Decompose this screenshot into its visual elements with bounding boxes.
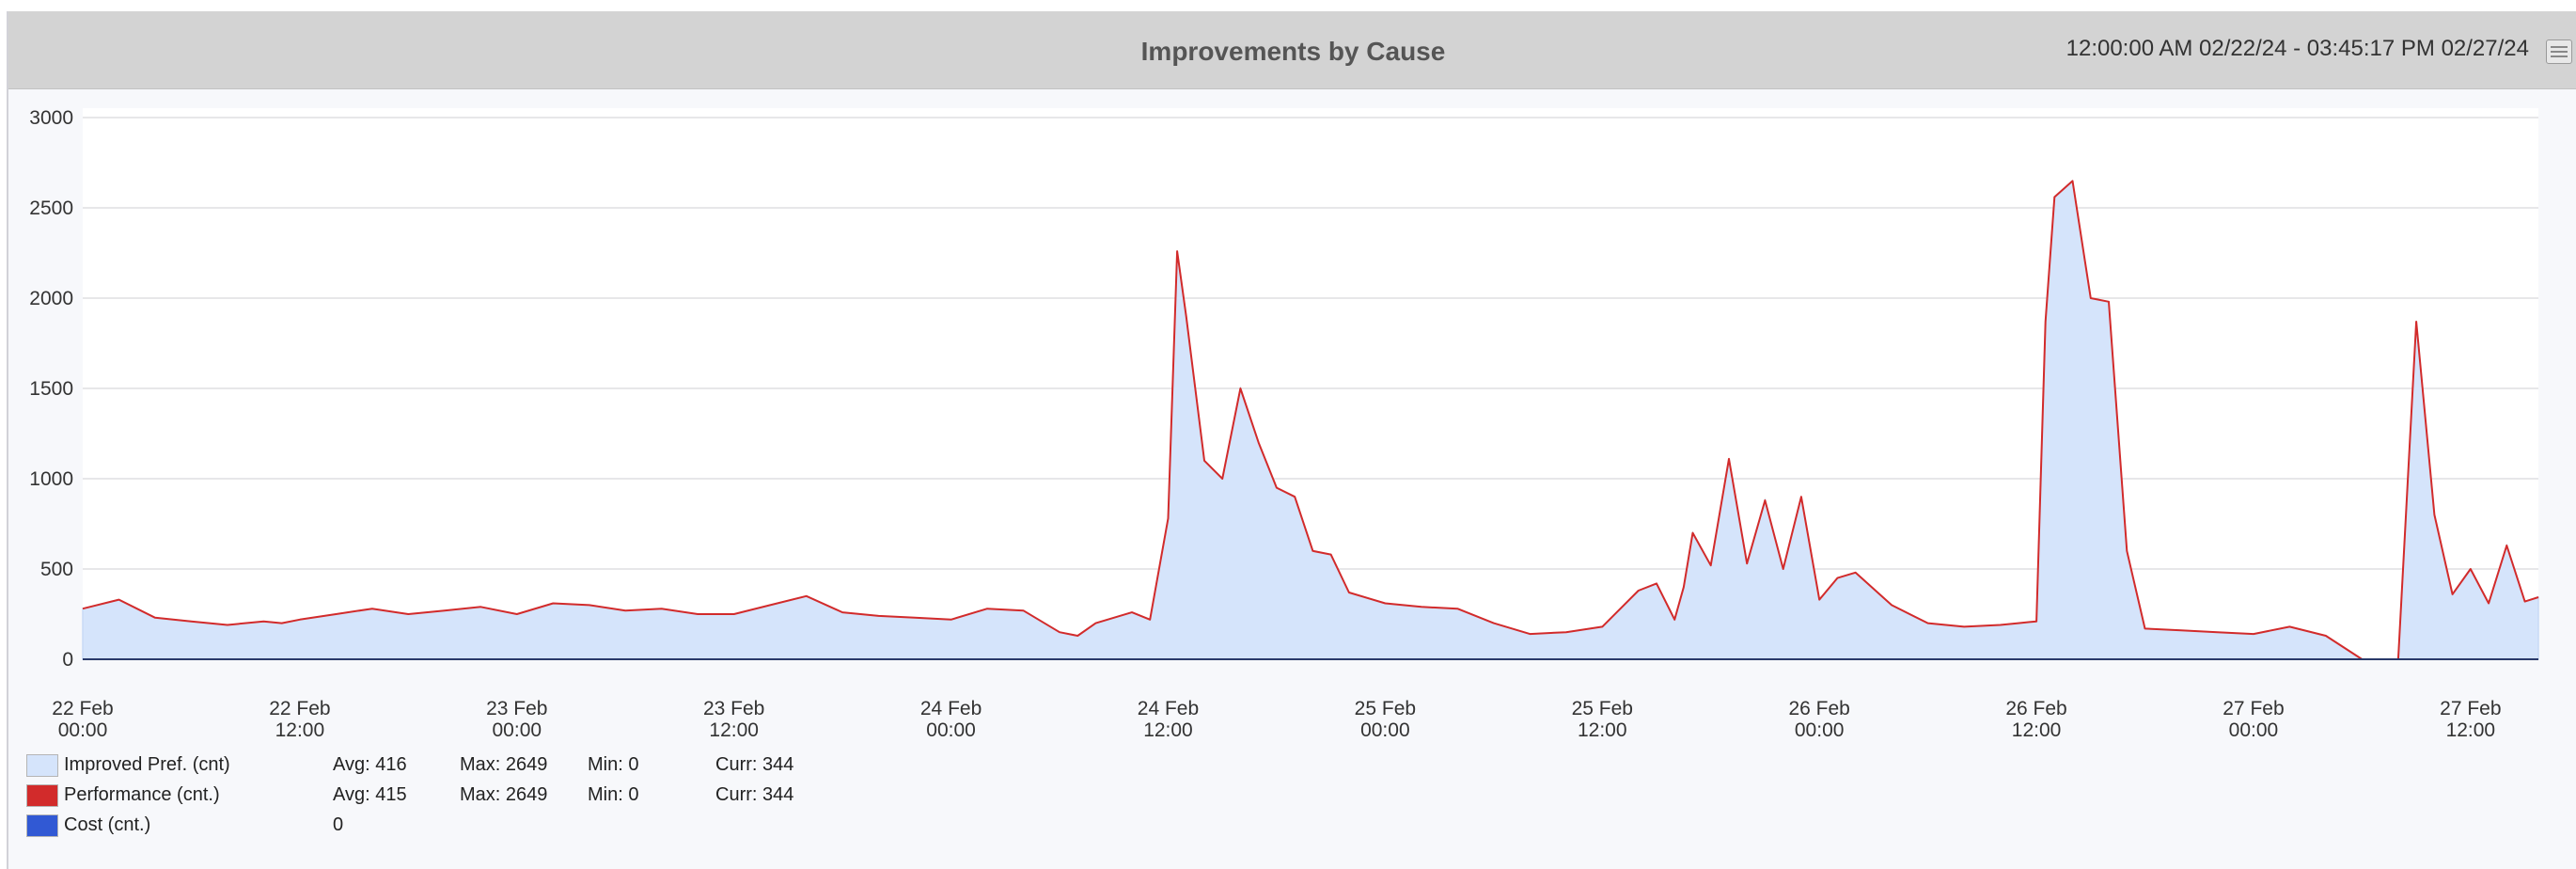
legend-max: Max: 2649 [460, 784, 548, 805]
x-tick-label: 23 Feb [703, 698, 764, 719]
legend-avg: 0 [333, 814, 344, 835]
legend-curr: Curr: 344 [715, 784, 794, 805]
x-tick-label: 12:00 [2012, 719, 2062, 741]
x-tick-label: 27 Feb [2440, 698, 2501, 719]
x-tick-label: 00:00 [1795, 719, 1845, 741]
x-tick-label: 12:00 [1143, 719, 1193, 741]
y-tick-label: 2000 [29, 288, 73, 309]
x-tick-label: 12:00 [1578, 719, 1627, 741]
legend-avg: Avg: 415 [333, 784, 407, 805]
legend-curr: Curr: 344 [715, 754, 794, 775]
x-tick-label: 23 Feb [486, 698, 547, 719]
x-tick-label: 24 Feb [1138, 698, 1199, 719]
x-tick-label: 27 Feb [2223, 698, 2284, 719]
y-tick-label: 1000 [29, 468, 73, 490]
x-tick-label: 00:00 [926, 719, 976, 741]
legend-label: Cost (cnt.) [64, 814, 151, 835]
legend-avg: Avg: 416 [333, 754, 407, 775]
x-tick-label: 00:00 [2229, 719, 2279, 741]
chart-header: Improvements by Cause 12:00:00 AM 02/22/… [8, 11, 2576, 89]
legend-label: Performance (cnt.) [64, 784, 220, 805]
legend-label: Improved Pref. (cnt) [64, 754, 230, 775]
x-tick-label: 22 Feb [269, 698, 330, 719]
legend-swatch-cost [26, 814, 58, 837]
legend-min: Min: 0 [588, 754, 639, 775]
x-tick-label: 12:00 [275, 719, 325, 741]
x-tick-label: 26 Feb [1788, 698, 1849, 719]
x-tick-label: 22 Feb [52, 698, 113, 719]
y-tick-label: 500 [40, 559, 73, 580]
x-tick-label: 00:00 [1360, 719, 1410, 741]
x-tick-label: 25 Feb [1572, 698, 1633, 719]
x-tick-label: 00:00 [493, 719, 542, 741]
legend-min: Min: 0 [588, 784, 639, 805]
table-menu-icon[interactable] [2546, 40, 2572, 64]
y-tick-label: 1500 [29, 378, 73, 400]
legend-swatch-performance [26, 784, 58, 807]
x-tick-label: 00:00 [58, 719, 108, 741]
y-tick-label: 3000 [29, 107, 73, 129]
legend-max: Max: 2649 [460, 754, 548, 775]
chart-title: Improvements by Cause [1140, 37, 1446, 66]
time-range-label[interactable]: 12:00:00 AM 02/22/24 - 03:45:17 PM 02/27… [2066, 36, 2529, 61]
x-tick-label: 25 Feb [1355, 698, 1416, 719]
x-tick-label: 26 Feb [2005, 698, 2066, 719]
y-tick-label: 0 [62, 649, 73, 671]
series-line-performance [82, 180, 2539, 660]
y-tick-label: 2500 [29, 198, 73, 219]
x-tick-label: 12:00 [709, 719, 759, 741]
legend-swatch-improved [26, 754, 58, 777]
x-tick-label: 24 Feb [920, 698, 982, 719]
x-tick-label: 12:00 [2446, 719, 2496, 741]
